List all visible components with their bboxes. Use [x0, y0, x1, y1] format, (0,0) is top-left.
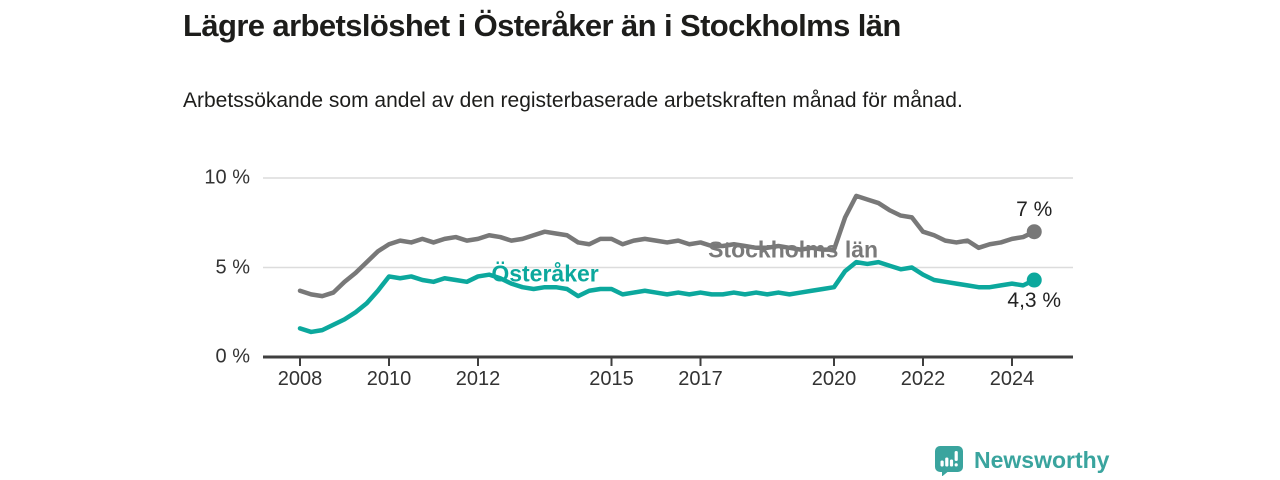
newsworthy-logo-text: Newsworthy [974, 446, 1110, 473]
x-axis-tick-label: 2012 [455, 368, 501, 390]
series-label-osteraker: Österåker [491, 260, 599, 287]
series-label-stockholms-lan: Stockholms län [708, 236, 879, 263]
x-axis-tick-label: 2017 [678, 368, 723, 390]
newsworthy-branding: Newsworthy [933, 444, 1109, 476]
chart-title: Lägre arbetslöshet i Österåker än i Stoc… [183, 8, 901, 43]
end-value-label-osteraker: 4,3 % [1007, 289, 1062, 313]
x-axis-tick-label: 2024 [989, 368, 1035, 390]
x-axis-tick-label: 2022 [900, 368, 946, 390]
y-axis-tick-label: 0 % [215, 345, 250, 368]
y-axis-tick-label: 5 % [215, 256, 250, 278]
end-value-label-stockholm: 7 % [1016, 197, 1053, 221]
x-axis-tick-label: 2010 [366, 368, 412, 390]
x-axis-tick-label: 2020 [811, 368, 857, 390]
x-axis-tick-label: 2008 [277, 368, 323, 390]
newsworthy-logo-icon [935, 446, 963, 476]
chart-subtitle: Arbetssökande som andel av den registerb… [183, 89, 963, 112]
y-axis-tick-label: 10 % [204, 166, 250, 189]
x-axis-tick-label: 2015 [589, 368, 634, 390]
